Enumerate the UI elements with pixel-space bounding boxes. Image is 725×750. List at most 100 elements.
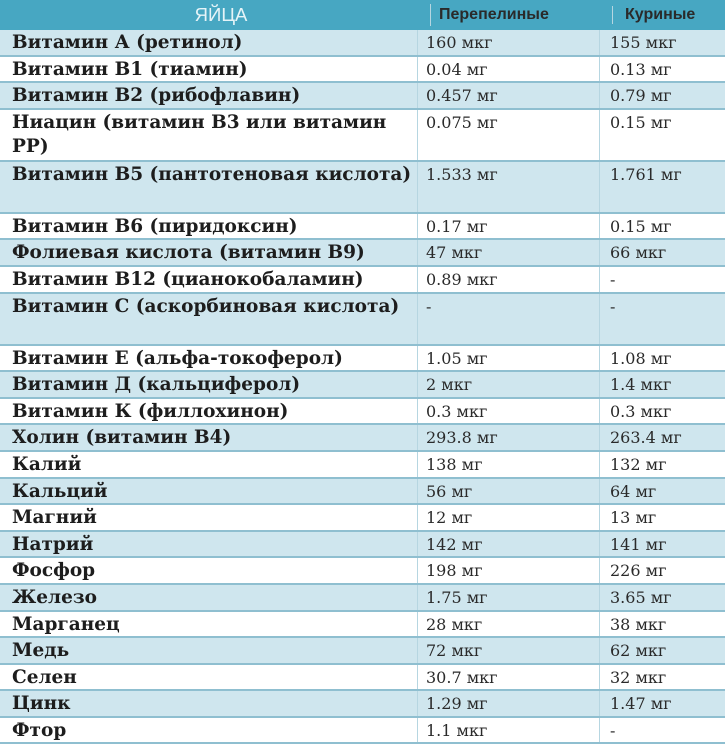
table-row: Цинк 1.29 мг 1.47 мг xyxy=(0,691,725,718)
table-row: Селен 30.7 мкг 32 мкг xyxy=(0,664,725,692)
chicken-value: 66 мкг xyxy=(610,243,667,263)
quail-value: 72 мкг xyxy=(418,638,600,663)
table-row: Витамин Д (кальциферол) 2 мкг 1.4 мкг xyxy=(0,372,725,399)
quail-value: 1.29 мг xyxy=(418,691,600,716)
nutrient-name: Витамин Д (кальциферол) xyxy=(0,372,418,397)
chicken-value: 141 мг xyxy=(610,534,667,554)
table-body: Витамин А (ретинол) 160 мкг 155 мкг Витамин… xyxy=(0,30,725,745)
nutrient-name: Ниацин (витамин В3 или витамин РР) xyxy=(0,109,418,160)
quail-value: 1.05 мг xyxy=(418,345,600,371)
quail-value: 47 мкг xyxy=(418,240,600,265)
table-row: Железо 1.75 мг 3.65 мг xyxy=(0,584,725,612)
table-header: ЯЙЦА Перепелиные Куриные xyxy=(0,0,725,30)
table-row: Калий 138 мг 132 мг xyxy=(0,451,725,479)
nutrient-name: Витамин В12 (цианокобаламин) xyxy=(0,266,418,292)
nutrient-name: Витамин Е (альфа-токоферол) xyxy=(0,345,418,371)
table-row: Витамин А (ретинол) 160 мкг 155 мкг xyxy=(0,30,725,57)
table-row: Натрий 142 мг 141 мг xyxy=(0,531,725,559)
chicken-value: 0.15 мг xyxy=(610,216,672,236)
nutrient-name: Селен xyxy=(0,664,418,690)
table-row: Витамин В2 (рибофлавин) 0.457 мг 0.79 мг xyxy=(0,83,725,110)
chicken-value: 0.13 мг xyxy=(610,59,672,79)
table-row: Кальций 56 мг 64 мг xyxy=(0,478,725,506)
quail-value: 198 мг xyxy=(418,558,600,583)
nutrient-name: Витамин В6 (пиридоксин) xyxy=(0,213,418,239)
table-row: Фтор 1.1 мкг - xyxy=(0,717,725,745)
chicken-value: 0.3 мкг xyxy=(610,401,672,421)
nutrient-name: Марганец xyxy=(0,611,418,637)
table-row: Витамин К (филлохинон) 0.3 мкг 0.3 мкг xyxy=(0,398,725,426)
nutrient-name: Витамин С (аскорбиновая кислота) xyxy=(0,293,418,344)
quail-value: 56 мг xyxy=(418,478,600,504)
quail-value: 0.04 мг xyxy=(418,56,600,82)
nutrient-name: Калий xyxy=(0,451,418,477)
nutrient-name: Фосфор xyxy=(0,558,418,583)
nutrient-name: Витамин В5 (пантотеновая кислота) xyxy=(0,161,418,212)
quail-value: 1.1 мкг xyxy=(418,717,600,743)
table-row: Витамин С (аскорбиновая кислота) - - xyxy=(0,293,725,346)
table-row: Витамин Е (альфа-токоферол) 1.05 мг 1.08 м… xyxy=(0,345,725,373)
table-row: Холин (витамин В4) 293.8 мг 263.4 мг xyxy=(0,425,725,452)
quail-value: 0.89 мкг xyxy=(418,266,600,292)
nutrient-name: Кальций xyxy=(0,478,418,504)
nutrient-name: Магний xyxy=(0,505,418,530)
nutrient-name: Медь xyxy=(0,638,418,663)
table-row: Фосфор 198 мг 226 мг xyxy=(0,558,725,585)
quail-value: - xyxy=(418,293,600,344)
chicken-value: 155 мкг xyxy=(610,33,677,52)
nutrient-name: Витамин В2 (рибофлавин) xyxy=(0,83,418,108)
quail-value: 0.075 мг xyxy=(418,109,600,160)
chicken-value: 13 мг xyxy=(610,508,657,528)
nutrient-name: Витамин А (ретинол) xyxy=(0,30,418,55)
nutrient-name: Витамин К (филлохинон) xyxy=(0,398,418,424)
chicken-value: 0.79 мг xyxy=(610,86,672,106)
quail-value: 12 мг xyxy=(418,505,600,530)
chicken-value: - xyxy=(610,720,616,740)
table-row: Витамин В5 (пантотеновая кислота) 1.533 м… xyxy=(0,161,725,214)
header-chicken: Куриные xyxy=(625,6,696,23)
quail-value: 293.8 мг xyxy=(418,425,600,450)
quail-value: 0.17 мг xyxy=(418,213,600,239)
chicken-value: 1.761 мг xyxy=(610,164,682,184)
header-quail: Перепелиные xyxy=(431,6,613,24)
quail-value: 2 мкг xyxy=(418,372,600,397)
quail-value: 1.533 мг xyxy=(418,161,600,212)
quail-value: 1.75 мг xyxy=(418,584,600,610)
chicken-value: 226 мг xyxy=(610,561,667,581)
table-row: Витамин В1 (тиамин) 0.04 мг 0.13 мг xyxy=(0,56,725,84)
chicken-value: 132 мг xyxy=(610,454,667,474)
nutrient-name: Фтор xyxy=(0,717,418,743)
chicken-value: 32 мкг xyxy=(610,667,667,687)
chicken-value: 64 мг xyxy=(610,481,657,501)
quail-value: 0.3 мкг xyxy=(418,398,600,424)
quail-value: 0.457 мг xyxy=(418,83,600,108)
chicken-value: - xyxy=(610,296,616,316)
quail-value: 30.7 мкг xyxy=(418,664,600,690)
table-row: Медь 72 мкг 62 мкг xyxy=(0,638,725,665)
nutrient-name: Холин (витамин В4) xyxy=(0,425,418,450)
chicken-value: 1.4 мкг xyxy=(610,375,672,395)
chicken-value: 38 мкг xyxy=(610,614,667,634)
quail-value: 160 мкг xyxy=(418,30,600,55)
chicken-value: 1.47 мг xyxy=(610,694,672,714)
chicken-value: 1.08 мг xyxy=(610,348,672,368)
nutrient-name: Витамин В1 (тиамин) xyxy=(0,56,418,82)
nutrient-name: Натрий xyxy=(0,531,418,557)
chicken-value: 3.65 мг xyxy=(610,587,672,607)
chicken-value: 62 мкг xyxy=(610,641,667,661)
table-row: Фолиевая кислота (витамин В9) 47 мкг 66 мк… xyxy=(0,240,725,267)
chicken-value: - xyxy=(610,269,616,289)
table-row: Витамин В12 (цианокобаламин) 0.89 мкг - xyxy=(0,266,725,294)
table-row: Витамин В6 (пиридоксин) 0.17 мг 0.15 мг xyxy=(0,213,725,241)
quail-value: 138 мг xyxy=(418,451,600,477)
nutrient-name: Фолиевая кислота (витамин В9) xyxy=(0,240,418,265)
nutrient-name: Железо xyxy=(0,584,418,610)
nutrient-name: Цинк xyxy=(0,691,418,716)
quail-value: 142 мг xyxy=(418,531,600,557)
table-row: Магний 12 мг 13 мг xyxy=(0,505,725,532)
header-eggs: ЯЙЦА xyxy=(0,4,431,26)
table-row: Ниацин (витамин В3 или витамин РР) 0.075 … xyxy=(0,109,725,162)
table-row: Марганец 28 мкг 38 мкг xyxy=(0,611,725,639)
quail-value: 28 мкг xyxy=(418,611,600,637)
